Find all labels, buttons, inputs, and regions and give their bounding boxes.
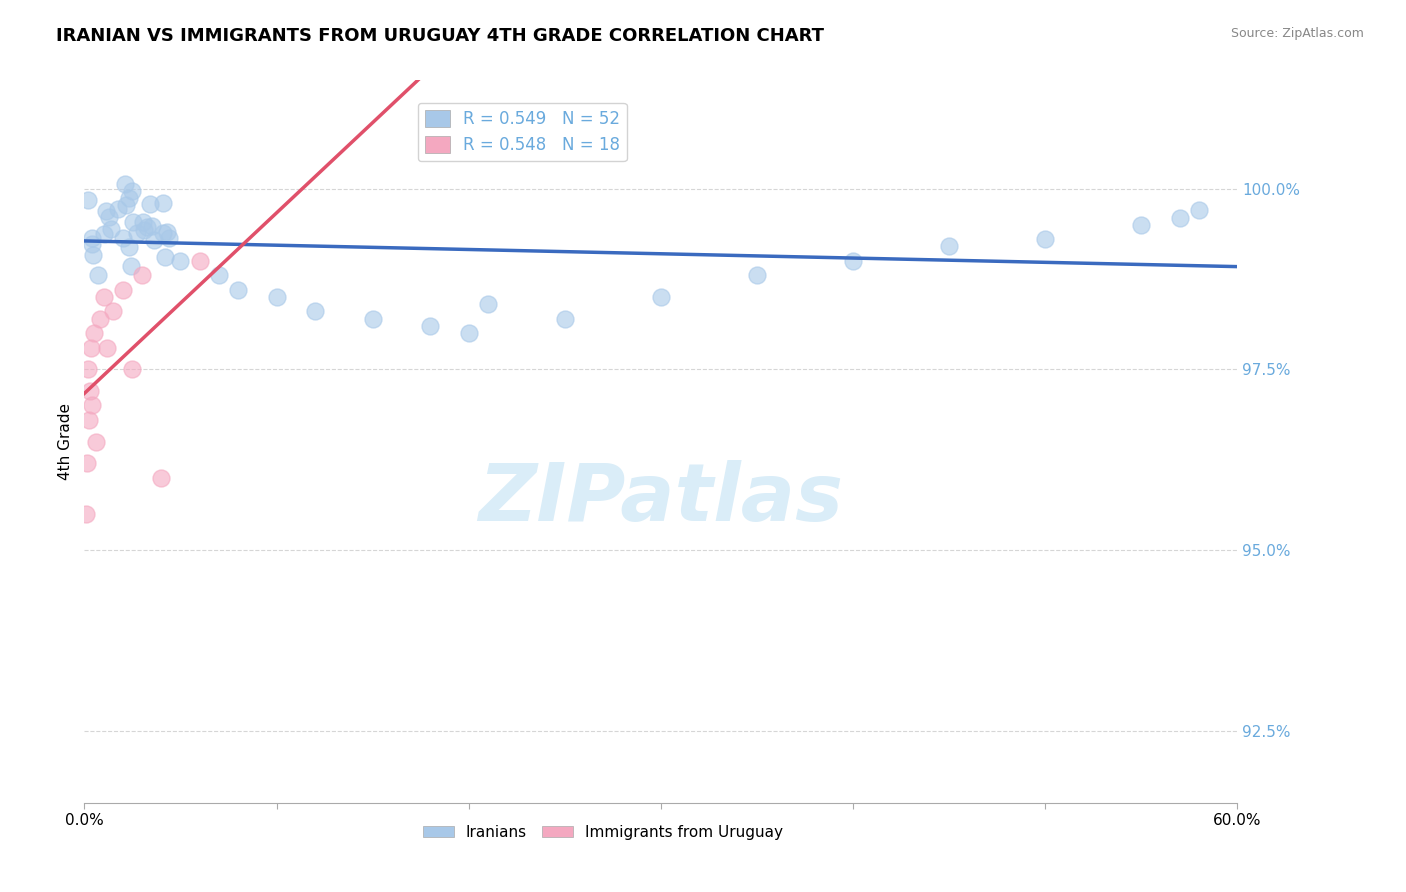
Point [188, 253, 211, 268]
Text: ZIPatlas: ZIPatlas [478, 460, 844, 539]
Point [80, 231, 103, 245]
Point [842, 253, 865, 268]
Point [77, 413, 100, 427]
Point [76, 456, 98, 470]
Point [89, 311, 111, 326]
Point [266, 290, 288, 304]
Point [93, 227, 115, 241]
Point [100, 222, 122, 236]
Point [157, 231, 180, 245]
Text: IRANIAN VS IMMIGRANTS FROM URUGUAY 4TH GRADE CORRELATION CHART: IRANIAN VS IMMIGRANTS FROM URUGUAY 4TH G… [56, 27, 824, 45]
Point [114, 198, 136, 212]
Point [745, 268, 768, 283]
Text: Source: ZipAtlas.com: Source: ZipAtlas.com [1230, 27, 1364, 40]
Point [650, 290, 672, 304]
Point [84, 434, 107, 449]
Point [138, 196, 160, 211]
Point [96, 341, 118, 355]
Point [86, 268, 108, 283]
Point [83, 326, 105, 341]
Point [143, 233, 166, 247]
Point [304, 304, 326, 318]
Point [121, 362, 143, 376]
Y-axis label: 4th Grade: 4th Grade [58, 403, 73, 480]
Point [117, 240, 139, 254]
Point [554, 311, 576, 326]
Point [132, 222, 155, 236]
Point [477, 297, 499, 311]
Point [1188, 203, 1211, 218]
Point [361, 311, 384, 326]
Point [457, 326, 479, 341]
Point [419, 318, 441, 333]
Point [152, 227, 174, 241]
Point [82, 247, 104, 261]
Point [152, 195, 174, 210]
Point [79, 384, 101, 398]
Point [938, 239, 960, 253]
Point [208, 268, 231, 283]
Point [131, 268, 153, 283]
Point [80, 398, 103, 412]
Point [1130, 218, 1153, 232]
Point [77, 194, 100, 208]
Point [120, 259, 142, 273]
Point [169, 253, 191, 268]
Point [1168, 211, 1191, 225]
Point [125, 226, 148, 240]
Point [118, 191, 141, 205]
Point [98, 211, 121, 225]
Point [75, 507, 97, 521]
Point [136, 220, 159, 235]
Point [80, 341, 103, 355]
Legend: Iranians, Immigrants from Uruguay: Iranians, Immigrants from Uruguay [418, 819, 789, 846]
Point [93, 290, 115, 304]
Point [77, 362, 100, 376]
Point [121, 184, 143, 198]
Point [82, 236, 104, 251]
Point [132, 215, 155, 229]
Point [141, 219, 163, 233]
Point [94, 204, 117, 219]
Point [121, 215, 143, 229]
Point [156, 225, 179, 239]
Point [114, 177, 136, 191]
Point [111, 283, 134, 297]
Point [153, 250, 176, 264]
Point [103, 304, 124, 318]
Point [226, 283, 249, 297]
Point [150, 471, 173, 485]
Point [112, 230, 135, 244]
Point [1033, 232, 1056, 246]
Point [107, 202, 129, 216]
